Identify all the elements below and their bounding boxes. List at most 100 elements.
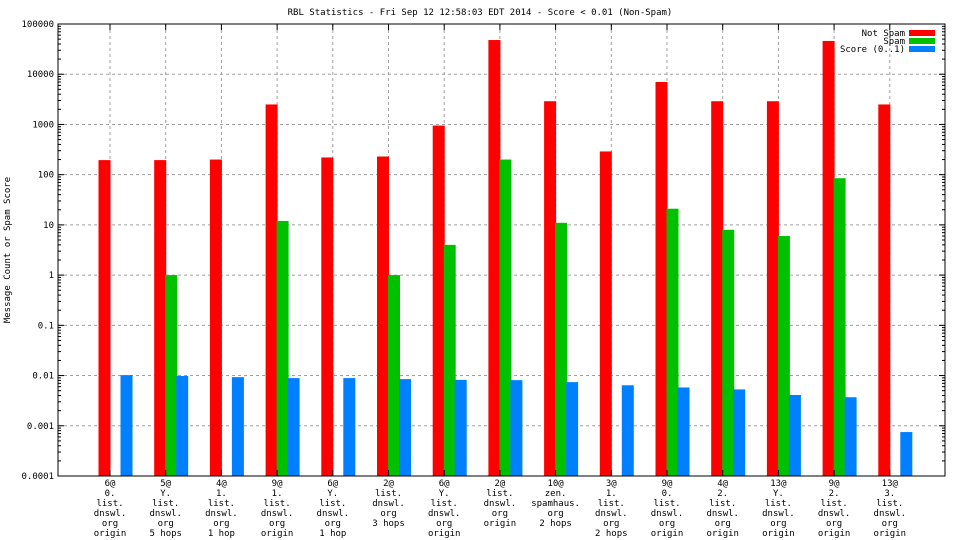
y-tick-label: 100000: [21, 20, 54, 30]
x-tick-label: org: [547, 509, 563, 519]
bar-score-0-1: [176, 375, 189, 476]
bar-not-spam: [377, 156, 389, 477]
bar-score-0-1: [454, 379, 467, 476]
bar-spam: [499, 159, 512, 476]
x-tick-label: 2@: [494, 479, 505, 489]
x-tick-label: Y.: [160, 489, 171, 499]
bar-not-spam: [544, 101, 557, 476]
x-tick-label: dnswl.: [149, 509, 182, 519]
x-tick-label: spamhaus.: [531, 499, 580, 509]
y-tick-label: 1000: [32, 120, 54, 130]
x-tick-label: Y.: [327, 489, 338, 499]
legend-swatch: [909, 30, 935, 36]
y-tick-label: 10: [43, 221, 54, 231]
x-tick-label: list.: [96, 499, 123, 509]
bar-spam: [722, 229, 735, 476]
bar-score-0-1: [677, 387, 690, 476]
x-tick-label: list.: [486, 489, 513, 499]
x-ticks: 6@0.list.dnswl.orgorigin5@Y.list.dnswl.o…: [94, 24, 906, 539]
bar-score-0-1: [621, 385, 634, 476]
x-tick-label: Y.: [439, 489, 450, 499]
x-tick-label: org: [882, 519, 898, 529]
x-tick-label: 1 hop: [208, 529, 235, 539]
x-tick-label: 5 hops: [149, 529, 182, 539]
x-tick-label: org: [380, 509, 396, 519]
legend-label: Spam: [883, 37, 905, 47]
x-tick-label: 2.: [829, 489, 840, 499]
x-tick-label: list.: [821, 499, 848, 509]
x-tick-label: dnswl.: [484, 499, 517, 509]
x-tick-label: dnswl.: [261, 509, 294, 519]
bar-score-0-1: [231, 377, 244, 476]
bar-score-0-1: [900, 432, 913, 476]
x-tick-label: org: [826, 519, 842, 529]
x-tick-label: origin: [874, 529, 907, 539]
x-tick-label: dnswl.: [706, 509, 739, 519]
bar-spam: [555, 222, 568, 476]
x-tick-label: 4@: [216, 479, 227, 489]
x-tick-label: dnswl.: [818, 509, 851, 519]
x-tick-label: org: [603, 519, 619, 529]
x-tick-label: 3@: [606, 479, 617, 489]
x-tick-label: list.: [598, 499, 625, 509]
bar-spam: [443, 244, 456, 476]
x-tick-label: org: [102, 519, 118, 529]
x-tick-label: dnswl.: [205, 509, 238, 519]
bar-score-0-1: [788, 395, 801, 476]
bar-not-spam: [655, 82, 668, 476]
bar-score-0-1: [343, 378, 356, 476]
x-tick-label: list.: [653, 499, 680, 509]
y-tick-label: 0.001: [27, 422, 54, 432]
bar-spam: [777, 236, 790, 476]
x-tick-label: org: [269, 519, 285, 529]
x-tick-label: 5@: [160, 479, 171, 489]
y-tick-label: 100: [38, 171, 54, 181]
x-tick-label: list.: [208, 499, 235, 509]
x-tick-label: list.: [152, 499, 179, 509]
bar-score-0-1: [120, 375, 133, 476]
x-tick-label: org: [770, 519, 786, 529]
x-tick-label: dnswl.: [317, 509, 350, 519]
bar-not-spam: [711, 101, 724, 476]
x-tick-label: 6@: [327, 479, 338, 489]
x-tick-label: origin: [428, 529, 461, 539]
bar-spam: [833, 178, 846, 476]
y-tick-label: 0.1: [38, 321, 54, 331]
x-tick-label: 1.: [216, 489, 227, 499]
x-tick-label: 3 hops: [372, 519, 405, 529]
bar-spam: [388, 275, 400, 476]
x-tick-label: 10@: [547, 479, 564, 489]
x-tick-label: 9@: [662, 479, 673, 489]
bar-not-spam: [878, 104, 891, 476]
x-tick-label: org: [659, 519, 675, 529]
bar-not-spam: [98, 160, 111, 477]
x-tick-label: list.: [709, 499, 736, 509]
x-tick-label: list.: [264, 499, 291, 509]
legend-swatch: [909, 46, 935, 52]
bar-not-spam: [488, 40, 501, 476]
x-tick-label: 1.: [272, 489, 283, 499]
bar-not-spam: [209, 159, 222, 476]
bar-not-spam: [265, 104, 278, 476]
x-tick-label: 6@: [105, 479, 116, 489]
y-ticks: 0.0001 0.001 0.01 0.1 1 10 100 1000 10000 100000: [21, 20, 945, 482]
x-tick-label: origin: [484, 519, 517, 529]
x-tick-label: dnswl.: [874, 509, 907, 519]
x-tick-label: 13@: [770, 479, 787, 489]
x-tick-label: origin: [818, 529, 851, 539]
x-tick-label: list.: [431, 499, 458, 509]
bar-not-spam: [599, 151, 612, 476]
x-tick-label: 0.: [662, 489, 673, 499]
x-tick-label: origin: [762, 529, 795, 539]
x-tick-label: 6@: [439, 479, 450, 489]
x-tick-label: list.: [375, 489, 402, 499]
x-tick-label: 13@: [882, 479, 899, 489]
bar-score-0-1: [733, 389, 746, 476]
bar-score-0-1: [510, 380, 523, 476]
x-tick-label: 9@: [272, 479, 283, 489]
y-tick-label: 10000: [27, 70, 54, 80]
bar-score-0-1: [566, 382, 579, 476]
x-tick-label: origin: [706, 529, 739, 539]
x-tick-label: 1.: [606, 489, 617, 499]
x-tick-label: org: [213, 519, 229, 529]
